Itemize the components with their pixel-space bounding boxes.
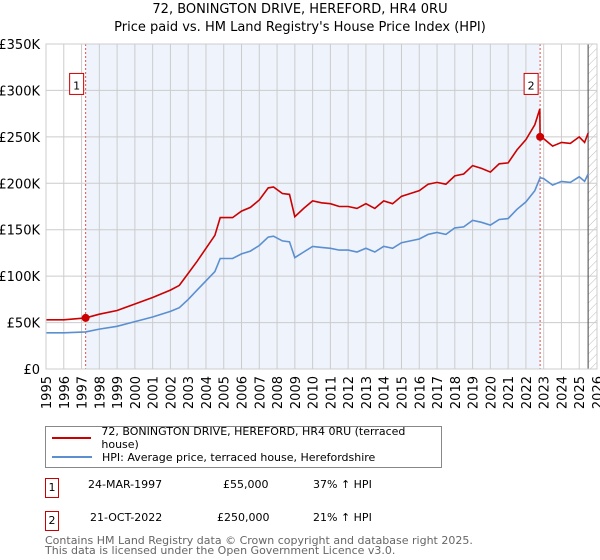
y-tick-label: £300K (0, 84, 40, 99)
x-tick-label: 2020 (484, 376, 499, 409)
footer-line: This data is licensed under the Open Gov… (45, 544, 396, 557)
property-price-line (46, 108, 589, 321)
footer: Contains HM Land Registry data © Crown c… (45, 534, 473, 557)
x-tick-label: 2003 (182, 376, 197, 409)
transaction-badge: 2 (45, 511, 59, 531)
x-tick-label: 2004 (200, 376, 215, 409)
legend-swatch-hpi (52, 456, 92, 458)
y-tick-label: £50K (7, 317, 41, 332)
x-tick-label: 2018 (449, 376, 464, 409)
x-tick-label: 2012 (342, 376, 357, 409)
x-tick-label: 2006 (236, 376, 251, 409)
transaction-price: £250,000 (217, 511, 270, 524)
y-tick-label: £100K (0, 270, 40, 285)
x-tick-label: 2026 (591, 376, 600, 409)
x-tick-label: 2024 (555, 376, 570, 409)
y-tick-label: £150K (0, 224, 40, 239)
transaction-hpi: 37% ↑ HPI (313, 478, 372, 491)
sale-label: 1 (73, 79, 80, 92)
sale-point (81, 313, 90, 322)
x-tick-label: 2019 (467, 376, 482, 409)
legend: 72, BONINGTON DRIVE, HEREFORD, HR4 0RU (… (45, 425, 442, 468)
x-tick-label: 1999 (111, 376, 126, 409)
y-tick-label: £250K (0, 131, 40, 146)
plot-border (45, 43, 598, 370)
legend-label-hpi: HPI: Average price, terraced house, Here… (102, 450, 376, 464)
transaction-price: £55,000 (223, 478, 269, 491)
x-tick-label: 2001 (147, 376, 162, 409)
legend-label-property: 72, BONINGTON DRIVE, HEREFORD, HR4 0RU (… (101, 425, 406, 451)
x-tick-label: 1998 (93, 376, 108, 409)
legend-swatch-property (52, 437, 92, 439)
x-tick-label: 1995 (40, 376, 55, 409)
x-tick-label: 2002 (164, 376, 179, 409)
x-tick-label: 1996 (58, 376, 73, 409)
transaction-row: 1 24-MAR-1997 £55,000 37% ↑ HPI (45, 475, 445, 498)
x-tick-label: 2000 (129, 376, 144, 409)
x-tick-label: 2021 (502, 376, 517, 409)
sale-label: 2 (528, 79, 535, 92)
y-tick-label: £200K (0, 177, 40, 192)
x-tick-label: 2025 (573, 376, 588, 409)
x-tick-label: 2017 (431, 376, 446, 409)
x-tick-label: 2015 (395, 376, 410, 409)
chart-title: 72, BONINGTON DRIVE, HEREFORD, HR4 0RU (152, 2, 448, 17)
sale-point (536, 132, 545, 141)
x-tick-label: 2013 (360, 376, 375, 409)
sale-label-box (523, 72, 539, 95)
chart-subtitle: Price paid vs. HM Land Registry's House … (114, 20, 486, 35)
x-tick-label: 2009 (289, 376, 304, 409)
x-tick-label: 2016 (413, 376, 428, 409)
transaction-hpi: 21% ↑ HPI (313, 511, 372, 524)
x-tick-label: 1997 (76, 376, 91, 409)
hatched-forecast-region (588, 44, 597, 369)
x-tick-label: 2008 (271, 376, 286, 409)
x-tick-label: 2005 (218, 376, 233, 409)
x-tick-label: 2010 (307, 376, 322, 409)
legend-item-hpi: HPI: Average price, terraced house, Here… (52, 449, 375, 465)
sale-label-box (69, 72, 85, 95)
y-tick-label: £350K (0, 38, 40, 53)
transaction-date: 24-MAR-1997 (88, 478, 163, 491)
x-tick-label: 2014 (378, 376, 393, 409)
x-tick-label: 2022 (520, 376, 535, 409)
footer-line: Contains HM Land Registry data © Crown c… (45, 534, 473, 547)
y-tick-label: £0 (23, 363, 40, 378)
x-tick-label: 2007 (253, 376, 268, 409)
transaction-date: 21-OCT-2022 (90, 511, 163, 524)
legend-item-property: 72, BONINGTON DRIVE, HEREFORD, HR4 0RU (… (52, 425, 441, 451)
x-tick-label: 2023 (538, 376, 553, 409)
chart-area: £0 £50K £100K £150K £200K £250K £300K £350K 1995… (0, 38, 600, 409)
transaction-badge: 1 (45, 478, 59, 498)
transaction-row: 2 21-OCT-2022 £250,000 21% ↑ HPI (45, 508, 445, 531)
x-tick-label: 2011 (324, 376, 339, 409)
hpi-line (46, 173, 589, 334)
